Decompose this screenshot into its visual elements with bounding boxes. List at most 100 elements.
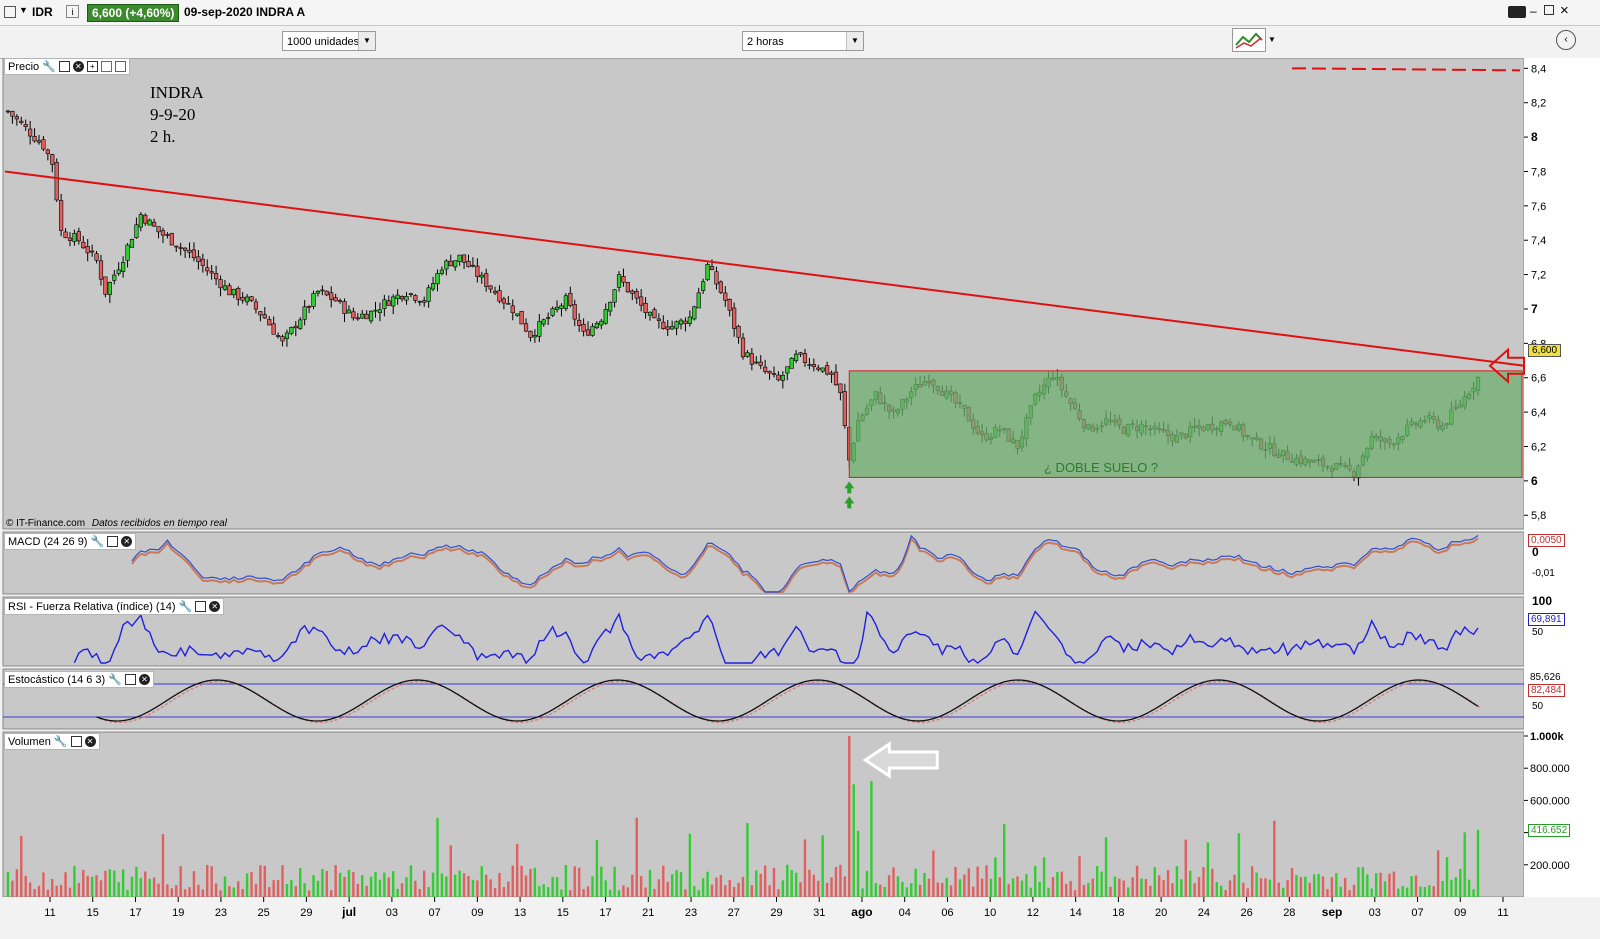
candle-body (156, 226, 161, 233)
close-panel-icon[interactable]: ✕ (209, 601, 221, 612)
stoch-panel-label: Estocástico (14 6 3) (8, 673, 106, 686)
volume-bar (617, 890, 621, 897)
candle-body (794, 353, 799, 361)
wrench-icon[interactable]: 🔧 (42, 61, 56, 73)
volume-bar (6, 872, 10, 897)
volume-bar (312, 875, 315, 897)
add-icon[interactable]: + (86, 61, 98, 72)
timeframe-select[interactable]: 2 horas ▼ (742, 31, 864, 51)
chevron-down-icon[interactable]: ▼ (1268, 35, 1276, 44)
macd-axis-label: 0 (1532, 545, 1539, 559)
units-select[interactable]: 1000 unidades ▼ (282, 31, 376, 51)
candle-body (391, 296, 396, 307)
window-icon[interactable] (70, 736, 82, 747)
volume-bar (86, 875, 89, 897)
volume-bar (569, 890, 572, 897)
volume-bar (1419, 886, 1422, 897)
minimize-icon[interactable]: – (1530, 4, 1537, 18)
copyright-note: © IT-Finance.com Datos recibidos en tiem… (6, 518, 227, 529)
import-icon[interactable] (114, 61, 126, 72)
price-panel-header: Precio 🔧 ✕ + (4, 58, 130, 75)
chart-type-button[interactable] (1232, 28, 1266, 52)
x-tick-label: 20 (1155, 907, 1167, 919)
volume-bar (1401, 885, 1404, 897)
keyboard-icon[interactable] (1508, 6, 1526, 18)
candle-body (98, 260, 104, 280)
volume-bar (144, 871, 147, 897)
volume-bar (1299, 877, 1303, 897)
volume-bar (183, 889, 187, 897)
x-tick-label: 27 (728, 907, 740, 919)
window-icon[interactable] (124, 674, 136, 685)
volume-bar (941, 882, 944, 897)
volume-bar (1034, 866, 1037, 897)
wrench-icon[interactable]: 🔧 (178, 601, 193, 613)
volume-bar (1003, 824, 1006, 897)
volume-bar (467, 875, 470, 897)
close-panel-icon[interactable]: ✕ (72, 61, 84, 72)
candle-body (532, 335, 537, 338)
window-icon[interactable] (195, 601, 207, 612)
volume-bar (365, 885, 368, 897)
volume-bar (268, 887, 271, 897)
volume-bar (1228, 880, 1232, 897)
candle-body (670, 326, 675, 330)
maximize-icon[interactable] (1544, 5, 1554, 15)
window-icon[interactable] (58, 61, 70, 72)
volume-bar (1397, 888, 1400, 897)
wrench-icon[interactable]: 🔧 (108, 674, 122, 686)
candle-body (696, 292, 701, 309)
volume-bar (272, 880, 275, 897)
volume-bar (1259, 878, 1263, 897)
x-axis-strip (0, 897, 1600, 939)
candle-body (218, 279, 223, 289)
volume-bar (68, 887, 72, 897)
candle-body (550, 308, 555, 316)
volume-bar (976, 866, 979, 897)
volume-bar (1193, 883, 1196, 897)
chevron-down-icon[interactable]: ▼ (358, 32, 375, 50)
window-icon[interactable] (107, 536, 119, 547)
candle-body (488, 285, 493, 290)
candle-body (723, 292, 728, 301)
x-tick-label: 03 (1369, 907, 1381, 919)
close-panel-icon[interactable]: ✕ (138, 674, 150, 685)
volume-bar (458, 870, 461, 897)
candle-body (563, 295, 568, 309)
volume-bar (480, 866, 483, 897)
range-label: ¿ DOBLE SUELO ? (1044, 460, 1159, 475)
chevron-down-icon[interactable]: ▼ (19, 5, 28, 15)
candle-body (616, 274, 622, 288)
scroll-back-icon[interactable]: ‹ (1556, 30, 1576, 50)
export-icon[interactable] (100, 61, 112, 72)
volume-bar (1087, 882, 1090, 897)
x-tick-label: 29 (770, 907, 782, 919)
volume-bar (405, 877, 408, 897)
stoch-panel-header: Estocástico (14 6 3) 🔧 ✕ (4, 671, 154, 688)
volume-bar (325, 870, 328, 897)
green-up-arrow-icon (844, 496, 855, 509)
volume-bar (90, 876, 94, 897)
candle-body (36, 140, 42, 143)
candle-body (771, 373, 777, 375)
wrench-icon[interactable]: 🔧 (90, 536, 105, 548)
volume-bar (542, 884, 545, 897)
close-panel-icon[interactable]: ✕ (121, 536, 133, 547)
volume-bar (42, 872, 45, 897)
volume-bar (157, 883, 160, 897)
x-tick-label: 24 (1198, 907, 1210, 919)
rsi-line (73, 610, 1479, 665)
candle-body (63, 231, 68, 238)
volume-bar (763, 865, 767, 897)
close-panel-icon[interactable]: ✕ (84, 736, 96, 747)
wrench-icon[interactable]: 🔧 (53, 736, 68, 748)
candle-body (656, 318, 661, 321)
candle-body (231, 288, 236, 296)
chevron-down-icon[interactable]: ▼ (846, 32, 863, 50)
candle-body (333, 297, 338, 302)
document-icon[interactable] (4, 6, 16, 18)
info-icon[interactable]: i (66, 5, 79, 18)
volume-bar (1370, 888, 1373, 897)
close-icon[interactable]: × (1560, 2, 1569, 19)
candle-body (236, 288, 241, 300)
